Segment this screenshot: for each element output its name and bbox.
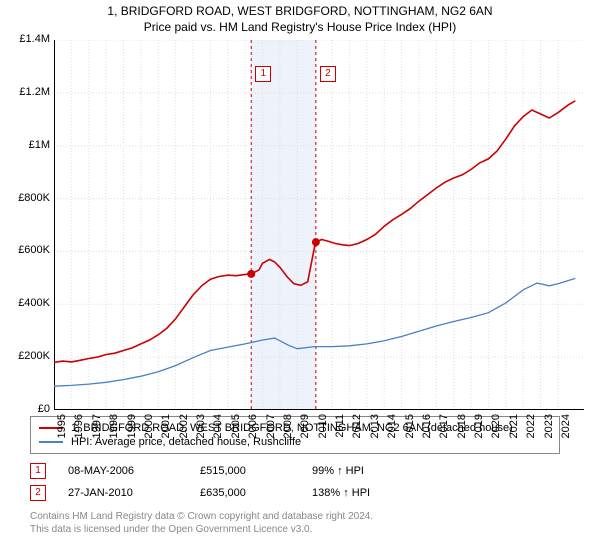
x-axis-label: 2006	[247, 414, 259, 444]
footer-line: Contains HM Land Registry data © Crown c…	[30, 510, 600, 523]
y-axis-label: £1.4M	[4, 33, 50, 45]
sale-hpi: 99% ↑ HPI	[312, 465, 364, 477]
x-axis-label: 2023	[543, 414, 555, 444]
sale-price: £635,000	[200, 487, 290, 499]
x-axis-label: 2010	[317, 414, 329, 444]
x-axis-label: 2020	[490, 414, 502, 444]
x-axis-label: 2019	[473, 414, 485, 444]
x-axis-label: 1996	[73, 414, 85, 444]
x-axis-label: 1995	[56, 414, 68, 444]
chart-marker: 1	[255, 66, 271, 82]
x-axis-label: 2013	[369, 414, 381, 444]
sale-date: 27-JAN-2010	[68, 487, 178, 499]
y-axis-label: £200K	[4, 350, 50, 362]
x-axis-label: 1999	[126, 414, 138, 444]
x-axis-label: 2004	[212, 414, 224, 444]
y-axis-label: £1M	[4, 139, 50, 151]
x-axis-label: 2009	[299, 414, 311, 444]
x-axis-label: 2015	[404, 414, 416, 444]
x-axis-label: 2001	[160, 414, 172, 444]
y-axis-label: £0	[4, 403, 50, 415]
title-address: 1, BRIDGFORD ROAD, WEST BRIDGFORD, NOTTI…	[0, 4, 600, 18]
chart-container: 1, BRIDGFORD ROAD, WEST BRIDGFORD, NOTTI…	[0, 0, 600, 560]
sale-date: 08-MAY-2006	[68, 465, 178, 477]
x-axis-label: 2003	[195, 414, 207, 444]
sale-marker: 1	[30, 463, 46, 479]
x-axis-label: 1998	[108, 414, 120, 444]
sale-hpi: 138% ↑ HPI	[312, 487, 370, 499]
sales-table: 1 08-MAY-2006 £515,000 99% ↑ HPI 2 27-JA…	[30, 460, 560, 504]
x-axis-label: 2007	[265, 414, 277, 444]
x-axis-label: 2017	[438, 414, 450, 444]
x-axis-label: 1997	[91, 414, 103, 444]
sale-price: £515,000	[200, 465, 290, 477]
x-axis-label: 2012	[351, 414, 363, 444]
chart-area: £0£200K£400K£600K£800K£1M£1.2M£1.4M19951…	[54, 40, 584, 410]
x-axis-label: 2016	[421, 414, 433, 444]
x-axis-label: 2011	[334, 414, 346, 444]
footer-line: This data is licensed under the Open Gov…	[30, 523, 600, 536]
chart-svg	[54, 40, 584, 410]
sale-marker: 2	[30, 485, 46, 501]
x-axis-label: 2014	[386, 414, 398, 444]
y-axis-label: £600K	[4, 244, 50, 256]
x-axis-label: 2021	[508, 414, 520, 444]
x-axis-label: 2000	[143, 414, 155, 444]
sale-row: 2 27-JAN-2010 £635,000 138% ↑ HPI	[30, 482, 560, 504]
y-axis-label: £400K	[4, 297, 50, 309]
sale-row: 1 08-MAY-2006 £515,000 99% ↑ HPI	[30, 460, 560, 482]
y-axis-label: £800K	[4, 192, 50, 204]
x-axis-label: 2018	[456, 414, 468, 444]
x-axis-label: 2002	[178, 414, 190, 444]
title-subtitle: Price paid vs. HM Land Registry's House …	[0, 20, 600, 34]
x-axis-label: 2005	[230, 414, 242, 444]
x-axis-label: 2008	[282, 414, 294, 444]
x-axis-label: 2022	[525, 414, 537, 444]
footer: Contains HM Land Registry data © Crown c…	[30, 510, 600, 536]
x-axis-label: 2024	[560, 414, 572, 444]
y-axis-label: £1.2M	[4, 86, 50, 98]
chart-marker: 2	[320, 66, 336, 82]
titles: 1, BRIDGFORD ROAD, WEST BRIDGFORD, NOTTI…	[0, 0, 600, 34]
